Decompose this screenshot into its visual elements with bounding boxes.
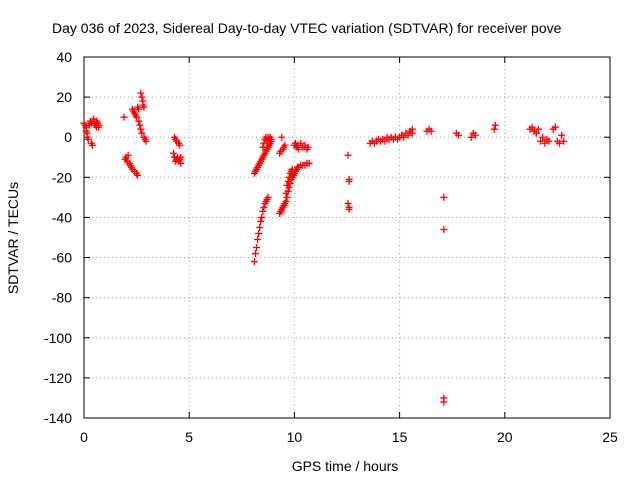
data-point (404, 131, 412, 139)
data-point (177, 159, 185, 167)
data-point (253, 244, 261, 252)
data-point (556, 139, 564, 147)
data-point (177, 153, 185, 161)
plot-area-frame (83, 56, 611, 419)
data-point (528, 123, 536, 131)
data-point (305, 159, 313, 167)
y-tick-label: 0 (64, 129, 72, 145)
data-point (304, 143, 312, 151)
data-point (541, 139, 549, 147)
data-point (124, 151, 132, 159)
data-point (137, 125, 145, 133)
data-point (257, 217, 265, 225)
x-tick-label: 20 (497, 429, 513, 445)
data-point (284, 187, 292, 195)
data-point (282, 197, 290, 205)
data-point (133, 113, 141, 121)
data-point (88, 141, 96, 149)
data-point (134, 171, 142, 179)
y-tick-label: -60 (52, 250, 72, 266)
data-point (408, 125, 416, 133)
data-point (135, 105, 143, 113)
data-point (250, 258, 258, 266)
data-point (254, 236, 262, 244)
data-point (278, 133, 286, 141)
chart-title: Day 036 of 2023, Sidereal Day-to-day VTE… (52, 20, 562, 36)
data-point (169, 149, 177, 157)
data-point (259, 207, 267, 215)
y-tick-label: -140 (44, 410, 72, 426)
y-tick-label: 20 (56, 89, 72, 105)
data-point (176, 141, 184, 149)
data-point (138, 129, 146, 137)
data-point (142, 137, 150, 145)
y-axis-label: SDTVAR / TECUs (5, 182, 21, 294)
data-point (467, 133, 475, 141)
data-point (138, 93, 146, 101)
data-point (137, 89, 145, 97)
y-tick-label: -80 (52, 290, 72, 306)
data-point (264, 193, 272, 201)
data-point (344, 199, 352, 207)
data-point (136, 121, 144, 129)
data-point (490, 125, 498, 133)
x-axis-label: GPS time / hours (292, 458, 399, 474)
data-point (95, 123, 103, 131)
data-point (400, 133, 408, 141)
data-point (344, 151, 352, 159)
y-tick-label: -100 (44, 330, 72, 346)
data-point (251, 250, 259, 258)
axis-ticks: 0 5 10 15 20 25 -140 -120 -100 -80 -60 -40 -20 0 20 40 (44, 49, 618, 445)
data-point (84, 135, 92, 143)
data-point (440, 225, 448, 233)
data-point (286, 179, 294, 187)
data-point (345, 205, 353, 213)
data-point (440, 193, 448, 201)
data-point (297, 139, 305, 147)
y-tick-label: 40 (56, 49, 72, 65)
grid (84, 57, 610, 418)
data-point (120, 113, 128, 121)
data-point (260, 203, 268, 211)
data-point (285, 183, 293, 191)
y-tick-label: -20 (52, 169, 72, 185)
data-point (381, 137, 389, 145)
data-point (455, 131, 463, 139)
x-tick-label: 25 (602, 429, 618, 445)
data-point (539, 133, 547, 141)
data-point (558, 131, 566, 139)
data-point (545, 137, 553, 145)
data-point (471, 131, 479, 139)
data-point (491, 121, 499, 129)
data-points (80, 89, 568, 406)
data-point (534, 125, 542, 133)
data-point (256, 223, 264, 231)
data-point (255, 229, 263, 237)
data-point (345, 177, 353, 185)
data-point (283, 193, 291, 201)
x-tick-label: 5 (185, 429, 193, 445)
data-point (532, 129, 540, 137)
x-tick-label: 10 (287, 429, 303, 445)
data-point (551, 123, 559, 131)
data-point (295, 145, 303, 153)
data-point (140, 103, 148, 111)
data-point (258, 213, 266, 221)
x-tick-label: 15 (392, 429, 408, 445)
data-point (135, 117, 143, 125)
data-point (440, 398, 448, 406)
x-tick-label: 0 (80, 429, 88, 445)
data-point (537, 137, 545, 145)
data-point (560, 137, 568, 145)
data-point (281, 141, 289, 149)
data-point (427, 127, 435, 135)
y-tick-label: -120 (44, 370, 72, 386)
data-point (267, 135, 275, 143)
y-tick-label: -40 (52, 209, 72, 225)
